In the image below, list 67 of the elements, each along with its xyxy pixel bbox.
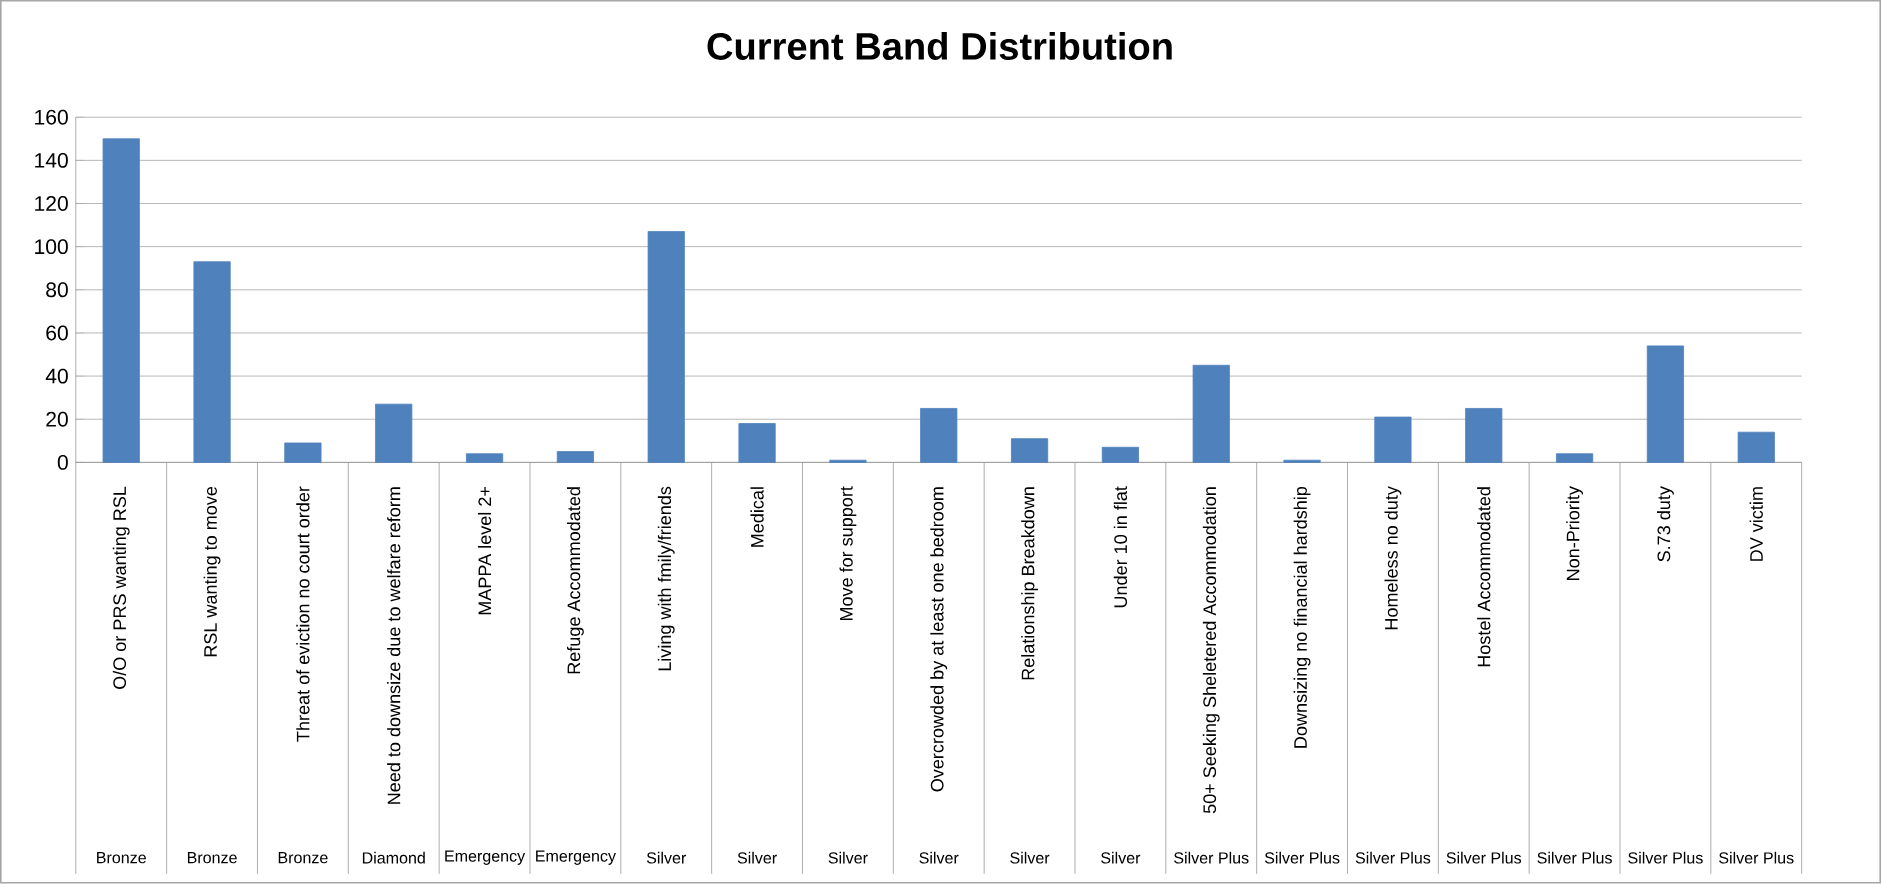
x-tick-label: 50+ Seeking Sheletered Accommodation: [1202, 487, 1220, 814]
bar: [829, 460, 867, 463]
text: Silver Plus: [1719, 852, 1794, 864]
bar: [102, 138, 140, 463]
text: Silver: [737, 852, 777, 864]
x-tick-label: Threat of eviction no court order: [296, 486, 310, 742]
x-tick-label: Need to downsize due to welfare reform: [387, 487, 401, 805]
text: Silver: [1010, 852, 1050, 864]
x-tick-label: Homeless no duty: [1384, 486, 1402, 630]
text: Bronze: [278, 852, 328, 864]
x-tick-label: O/O or PRS wanting RSL: [112, 486, 130, 690]
text: Silver Plus: [1446, 852, 1522, 864]
x-tick-label: DV victim: [1749, 487, 1763, 562]
bar: [647, 231, 685, 463]
bar: [193, 261, 231, 463]
text: Diamond: [362, 852, 425, 864]
text: Silver: [828, 852, 868, 864]
bar: [375, 403, 413, 463]
text: Silver: [646, 852, 687, 864]
y-tick-label: 140: [35, 153, 68, 169]
y-tick-label: 20: [46, 411, 68, 427]
x-tick-label: MAPPA level 2+: [477, 487, 492, 615]
text: Bronze: [97, 852, 146, 864]
bar: [1192, 365, 1230, 463]
x-tick-label: Downsizing no financial hardship: [1293, 487, 1311, 748]
y-tick-label: 120: [35, 196, 68, 212]
y-tick-label: 160: [35, 109, 68, 125]
x-tick-label: Hostel Accommodated: [1477, 487, 1491, 667]
x-tick-label: Move for support: [839, 486, 857, 621]
x-tick-label: Under 10 in flat: [1113, 486, 1128, 608]
chart-title: Current Band Distribution: [707, 32, 1172, 61]
text: Silver Plus: [1264, 852, 1340, 864]
bar: [1101, 447, 1139, 463]
x-tick-label: Non-Priority: [1566, 486, 1583, 581]
y-tick-label: 100: [35, 239, 68, 255]
text: Bronze: [187, 852, 237, 864]
bar: [1737, 431, 1775, 463]
bar: [1556, 453, 1594, 463]
bar: [920, 408, 958, 463]
bar: [556, 451, 594, 463]
text: Silver Plus: [1355, 852, 1431, 864]
x-tick-label: RSL wanting to move: [203, 487, 221, 657]
x-tick-label: Overcrowded by at least one bedroom: [930, 487, 948, 792]
x-tick-label: Medical: [750, 487, 764, 548]
y-tick-label: 0: [57, 455, 68, 471]
x-tick-label: S.73 duty: [1657, 486, 1674, 562]
text: Silver: [919, 852, 959, 864]
bar: [1283, 460, 1321, 463]
bar: [1374, 416, 1412, 463]
text: Silver Plus: [1174, 852, 1249, 864]
y-tick-label: 40: [45, 368, 68, 384]
bar: [466, 453, 504, 463]
x-tick-label: Refuge Accommodated: [566, 487, 584, 674]
x-tick-label: Relationship Breakdown: [1021, 487, 1038, 680]
bar: [1646, 345, 1684, 463]
text: Silver: [1101, 852, 1141, 864]
y-tick-label: 80: [46, 282, 68, 298]
text: Emergency: [445, 850, 526, 866]
bar: [1465, 408, 1503, 463]
bar: [1011, 438, 1049, 463]
text: Emergency: [536, 850, 616, 866]
y-tick-label: 60: [46, 325, 68, 341]
bar: [284, 442, 322, 463]
bar: [738, 423, 776, 463]
text: Silver Plus: [1537, 852, 1612, 864]
text: Silver Plus: [1628, 852, 1703, 864]
x-tick-label: Living with fmily/friends: [657, 486, 675, 671]
